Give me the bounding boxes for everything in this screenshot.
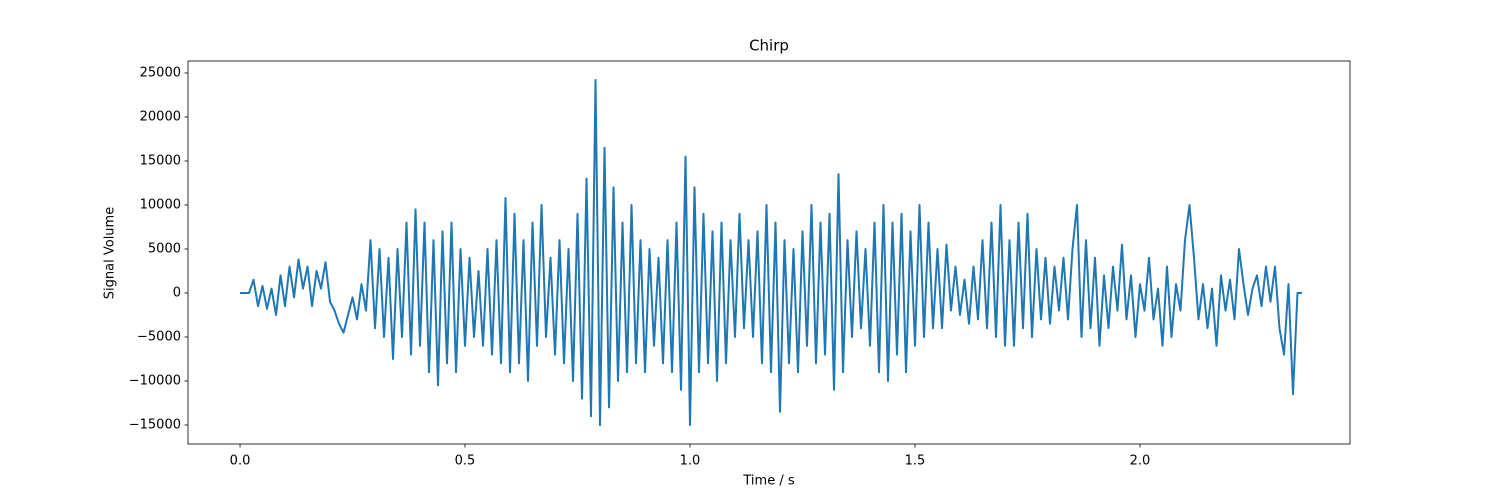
y-tick-label: 20000: [140, 109, 181, 124]
y-tick-label: 25000: [140, 65, 181, 80]
x-tick-label: 0.5: [455, 454, 476, 469]
x-axis-label: Time / s: [742, 474, 794, 489]
y-tick-label: 15000: [140, 153, 181, 168]
chart-title: Chirp: [749, 37, 789, 55]
y-axis-label: Signal Volume: [103, 207, 118, 299]
x-tick-label: 0.0: [230, 454, 251, 469]
plot-frame: [187, 60, 1351, 445]
y-tick-label: −10000: [129, 373, 181, 388]
signal-line: [240, 79, 1302, 426]
y-tick-label: 0: [173, 285, 181, 300]
y-tick-label: 5000: [148, 241, 181, 256]
y-tick-label: −5000: [137, 329, 181, 344]
x-tick-label: 1.0: [680, 454, 701, 469]
x-tick-label: 1.5: [905, 454, 926, 469]
x-tick-label: 2.0: [1130, 454, 1151, 469]
y-tick-label: 10000: [140, 197, 181, 212]
y-tick-label: −15000: [129, 417, 181, 432]
